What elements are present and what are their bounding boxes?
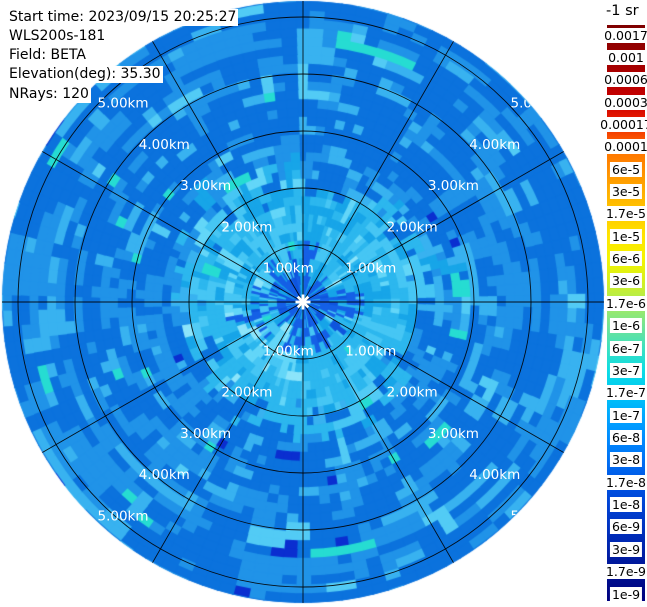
range-ring-label: 3.00km [180, 426, 231, 442]
center-marker-arm [296, 295, 310, 309]
range-ring [17, 16, 589, 588]
range-ring-label: 1.00km [345, 261, 396, 277]
colorbar-tick-label: 6e-8 [609, 429, 643, 445]
colorbar-tick-label: 1.7e-5 [603, 206, 647, 222]
range-ring-label: 4.00km [139, 467, 190, 483]
azimuth-spoke [302, 301, 564, 453]
colorbar-tick-label: 3e-5 [609, 184, 643, 200]
range-ring-label: 4.00km [139, 137, 190, 153]
colorbar [607, 25, 645, 601]
range-ring-label: 5.00km [511, 509, 562, 525]
colorbar-tick-label: 0.0003 [602, 94, 647, 110]
colorbar-tick-label: 6e-6 [609, 251, 643, 267]
scan-info-text: Start time: 2023/09/15 20:25:27 [7, 9, 239, 26]
range-ring [74, 73, 532, 531]
range-ring [245, 244, 361, 360]
azimuth-spoke [302, 301, 454, 563]
colorbar-tick-label: 1e-7 [609, 407, 643, 423]
range-ring-label: 5.00km [98, 96, 149, 112]
azimuth-spoke [152, 41, 304, 303]
range-ring-label: 3.00km [428, 426, 479, 442]
range-ring-label: 2.00km [221, 385, 272, 401]
azimuth-spoke [42, 151, 304, 303]
scan-info-text: Elevation(deg): 35.30 [7, 66, 163, 83]
colorbar-tick-label: 6e-5 [609, 161, 643, 177]
scan-info-text: WLS200s-181 [7, 28, 108, 45]
range-ring-label: 1.00km [345, 343, 396, 359]
azimuth-spoke [302, 41, 454, 303]
range-ring-label: 4.00km [469, 137, 520, 153]
azimuth-spoke [42, 301, 304, 453]
range-ring-label: 5.00km [511, 96, 562, 112]
azimuth-spoke [302, 151, 564, 303]
colorbar-tick-label: 0.0017 [602, 27, 647, 43]
center-marker [295, 294, 311, 310]
colorbar-tick-label: 1.7e-6 [603, 295, 647, 311]
range-ring-labels: 1.00km 1.00km 1.00km 1.00km 2.00km 2.00km 2.00… [98, 96, 562, 525]
range-ring-label: 2.00km [221, 219, 272, 235]
colorbar-tick-label: 6e-9 [609, 519, 643, 535]
colorbar-tick-label: 1.7e-8 [603, 474, 647, 490]
range-ring-label: 2.00km [387, 219, 438, 235]
colorbar-tick-label: 3e-6 [609, 273, 643, 289]
colorbar-units-label: -1 sr [606, 3, 639, 19]
colorbar-tick-label: 3e-8 [609, 452, 643, 468]
scan-info-elevation: Elevation(deg): 35.30 [7, 63, 163, 83]
range-ring-label: 2.00km [387, 385, 438, 401]
scan-info-instrument: WLS200s-181 [7, 25, 108, 45]
scan-info-text: NRays: 120 [7, 86, 91, 103]
colorbar-tick-label: 3e-9 [609, 541, 643, 557]
colorbar-tick-label: 6e-7 [609, 340, 643, 356]
colorbar-tick-label: 0.0001 [602, 139, 647, 155]
colorbar-tick-label: 0.00017 [598, 116, 647, 132]
azimuth-spoke [152, 301, 304, 563]
scan-info-nrays: NRays: 120 [7, 83, 91, 103]
scan-info-start-time: Start time: 2023/09/15 20:25:27 [7, 6, 239, 26]
colorbar-tick-label: 1e-8 [609, 497, 643, 513]
range-ring-label: 5.00km [98, 509, 149, 525]
colorbar-tick-label: 1e-5 [609, 228, 643, 244]
scan-info-text: Field: BETA [7, 47, 88, 64]
colorbar-tick-label: 1e-9 [609, 586, 643, 602]
colorbar-tick-label: 1e-6 [609, 318, 643, 334]
range-ring-label: 1.00km [263, 261, 314, 277]
colorbar-tick-label: 0.001 [606, 49, 646, 65]
range-ring-label: 3.00km [180, 178, 231, 194]
range-ring [131, 130, 475, 474]
range-ring [188, 187, 418, 417]
scan-info-field: Field: BETA [7, 44, 88, 64]
range-ring-label: 4.00km [469, 467, 520, 483]
colorbar-tick-label: 0.0006 [602, 72, 647, 88]
colorbar-tick-label: 3e-7 [609, 362, 643, 378]
colorbar-tick-label: 1.7e-9 [603, 564, 647, 580]
range-ring-label: 3.00km [428, 178, 479, 194]
range-ring-label: 1.00km [263, 343, 314, 359]
colorbar-tick-label: 1.7e-7 [603, 385, 647, 401]
